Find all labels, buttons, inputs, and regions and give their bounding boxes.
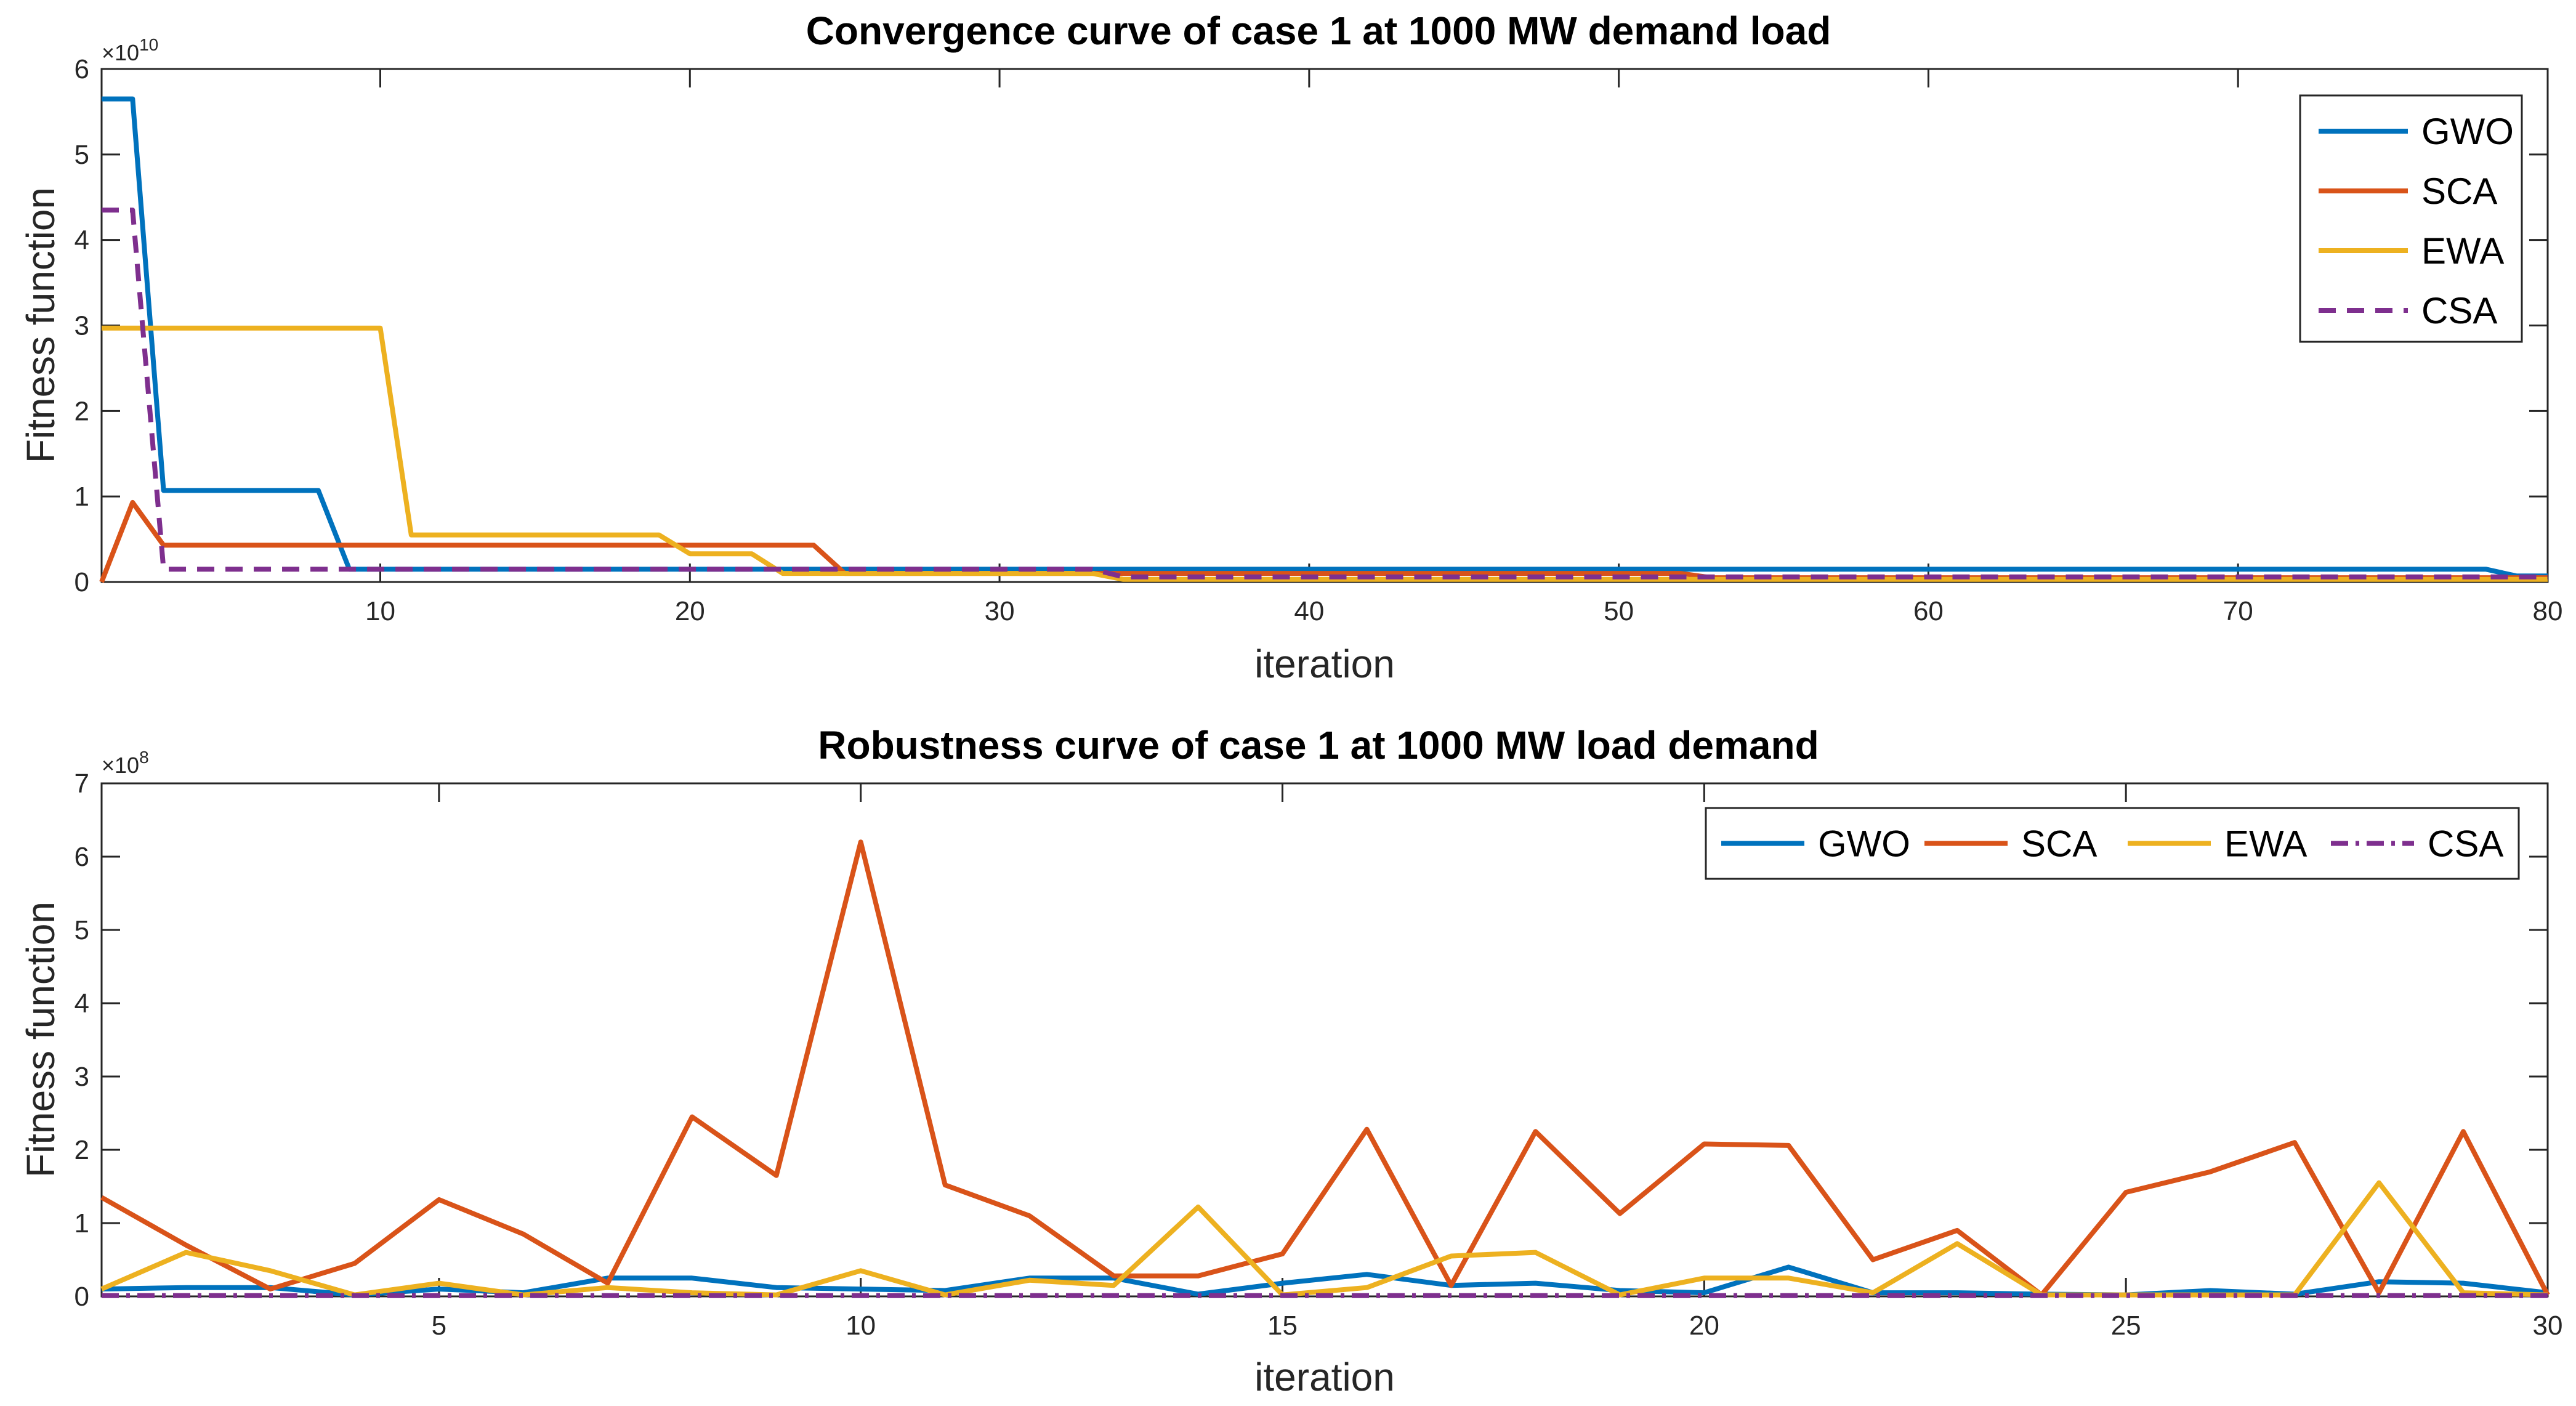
y-axis-label: Fitness function bbox=[18, 187, 63, 463]
y-tick-label: 5 bbox=[75, 915, 89, 945]
legend-label-gwo: GWO bbox=[1818, 823, 1910, 865]
x-tick-label: 20 bbox=[675, 596, 705, 626]
y-exponent-label: ×108 bbox=[102, 748, 149, 778]
x-axis-label: iteration bbox=[1254, 642, 1395, 686]
y-tick-label: 1 bbox=[75, 482, 89, 512]
x-tick-label: 30 bbox=[985, 596, 1015, 626]
x-tick-label: 40 bbox=[1294, 596, 1324, 626]
legend-label-ewa: EWA bbox=[2421, 230, 2504, 272]
x-axis-label: iteration bbox=[1254, 1355, 1395, 1399]
legend-label-csa: CSA bbox=[2428, 823, 2503, 865]
axis-ticks: 5 10 15 20 25 30 0 1 2 3 4 5 6 7 bbox=[75, 769, 2563, 1341]
data-series bbox=[99, 96, 2548, 583]
series-line-gwo bbox=[102, 96, 2548, 579]
y-tick-label: 2 bbox=[75, 1135, 89, 1165]
legend-label-ewa: EWA bbox=[2224, 823, 2307, 865]
y-axis-label: Fitness function bbox=[18, 902, 63, 1178]
x-tick-label: 30 bbox=[2533, 1311, 2563, 1341]
plot-area bbox=[100, 68, 2549, 583]
y-tick-label: 3 bbox=[75, 311, 89, 341]
convergence-chart: Convergence curve of case 1 at 1000 MW d… bbox=[18, 9, 2562, 686]
y-tick-label: 0 bbox=[75, 1282, 89, 1312]
legend-label-gwo: GWO bbox=[2421, 111, 2514, 152]
chart-title: Convergence curve of case 1 at 1000 MW d… bbox=[806, 9, 1831, 53]
x-tick-label: 60 bbox=[1913, 596, 1944, 626]
legend: GWO SCA EWA CSA bbox=[2299, 94, 2523, 343]
x-tick-label: 70 bbox=[2223, 596, 2253, 626]
x-tick-label: 50 bbox=[1604, 596, 1634, 626]
x-tick-label: 25 bbox=[2111, 1311, 2141, 1341]
y-tick-label: 7 bbox=[75, 769, 89, 799]
y-exponent-label: ×1010 bbox=[102, 35, 158, 65]
x-tick-label: 10 bbox=[365, 596, 395, 626]
series-line-sca bbox=[100, 839, 2550, 1298]
y-tick-label: 6 bbox=[75, 54, 89, 84]
series-line-ewa bbox=[102, 325, 2548, 582]
x-tick-label: 80 bbox=[2533, 596, 2563, 626]
x-tick-label: 10 bbox=[846, 1311, 876, 1341]
x-tick-label: 5 bbox=[432, 1311, 446, 1341]
y-tick-label: 0 bbox=[75, 567, 89, 597]
x-tick-label: 15 bbox=[1267, 1311, 1298, 1341]
legend-label-sca: SCA bbox=[2021, 823, 2097, 865]
y-tick-label: 4 bbox=[75, 988, 89, 1019]
axis-ticks: 10 20 30 40 50 60 70 80 0 1 2 3 4 5 6 bbox=[75, 54, 2563, 626]
y-tick-label: 3 bbox=[75, 1062, 89, 1092]
series-line-csa bbox=[102, 208, 2548, 580]
legend-label-csa: CSA bbox=[2421, 290, 2497, 331]
y-tick-label: 6 bbox=[75, 842, 89, 872]
legend: GWO SCA EWA CSA bbox=[1705, 807, 2520, 880]
y-tick-label: 1 bbox=[75, 1208, 89, 1238]
y-tick-label: 4 bbox=[75, 225, 89, 256]
robustness-chart: Robustness curve of case 1 at 1000 MW lo… bbox=[18, 723, 2562, 1399]
data-series bbox=[100, 839, 2550, 1298]
legend-label-sca: SCA bbox=[2421, 171, 2497, 212]
y-tick-label: 2 bbox=[75, 396, 89, 426]
legend-box bbox=[2299, 94, 2523, 343]
y-tick-label: 5 bbox=[75, 140, 89, 170]
x-tick-label: 20 bbox=[1689, 1311, 1719, 1341]
chart-title: Robustness curve of case 1 at 1000 MW lo… bbox=[818, 723, 1819, 767]
